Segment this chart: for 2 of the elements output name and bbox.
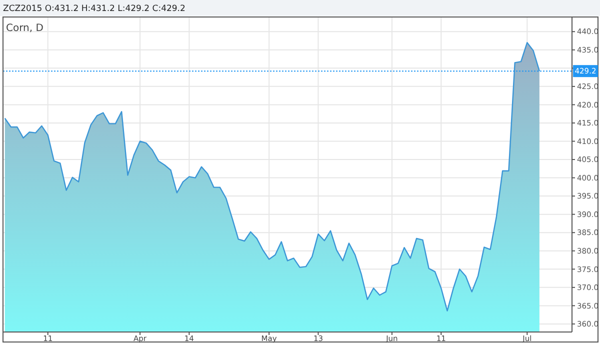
- chart-title: ZCZ2015 O:431.2 H:431.2 L:429.2 C:429.2: [3, 4, 186, 14]
- text: Corn, D: [6, 23, 44, 34]
